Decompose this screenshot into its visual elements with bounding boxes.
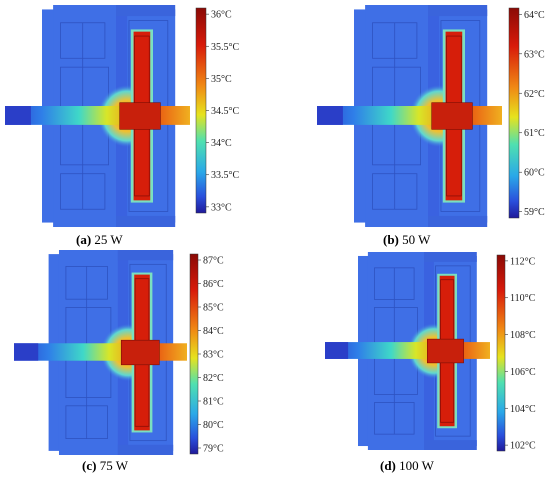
caption-d-text: 100 W — [399, 458, 434, 473]
caption-a-text: 25 W — [94, 232, 123, 247]
colorbar-scale — [189, 253, 199, 455]
colorbar-c: 87°C 86°C 85°C 84°C 83°C 82°C 81°C 80°C 79°C — [189, 253, 224, 455]
colorbar-tick-label: 33°C — [211, 202, 232, 213]
colorbar-tick-label: 59°C — [524, 207, 545, 218]
colorbar-tick-label: 79°C — [203, 444, 224, 455]
panel-c: 87°C 86°C 85°C 84°C 83°C 82°C 81°C 80°C 79°C — [0, 238, 275, 477]
caption-a-letter: (a) — [76, 232, 92, 247]
caption-c-letter: (c) — [82, 458, 97, 473]
colorbar-tick-label: 36°C — [211, 10, 232, 21]
colorbar-tick-label: 82°C — [203, 373, 224, 384]
colorbar-tick-label: 61°C — [524, 128, 545, 139]
shaft — [317, 106, 502, 125]
colorbar-tick-label: 83°C — [203, 350, 224, 361]
caption-c-text: 75 W — [99, 458, 128, 473]
panel-a: 36°C 35.5°C 35°C 34.5°C 34°C 33.5°C 33°C — [0, 0, 275, 238]
colorbar-tick-label: 33.5°C — [211, 170, 239, 181]
colorbar-b: 64°C 63°C 62°C 61°C 60°C 59°C — [508, 7, 545, 219]
colorbar-tick-label: 34.5°C — [211, 106, 239, 117]
caption-b: (b) 50 W — [383, 232, 430, 248]
colorbar-tick-label: 102°C — [510, 441, 536, 452]
colorbar-tick-label: 108°C — [510, 330, 536, 341]
thermal-figure-b: 64°C 63°C 62°C 61°C 60°C 59°C — [317, 5, 545, 227]
shaft-end — [14, 343, 39, 361]
colorbar-tick-label: 35.5°C — [211, 42, 239, 53]
colorbar-tick-label: 80°C — [203, 420, 224, 431]
colorbar-tick-label: 62°C — [524, 89, 545, 100]
colorbar-tick-label: 106°C — [510, 367, 536, 378]
thermal-figure-a: 36°C 35.5°C 35°C 34.5°C 34°C 33.5°C 33°C — [5, 5, 239, 227]
shaft — [5, 106, 190, 125]
colorbar-tick-label: 64°C — [524, 10, 545, 21]
panel-b: 64°C 63°C 62°C 61°C 60°C 59°C — [275, 0, 550, 238]
colorbar-scale — [496, 254, 506, 452]
colorbar-tick-label: 110°C — [510, 293, 536, 304]
colorbar-tick-label: 86°C — [203, 279, 224, 290]
colorbar-tick-label: 112°C — [510, 256, 536, 267]
shaft — [14, 343, 187, 361]
panel-d: 112°C 110°C 108°C 106°C 104°C 102°C — [275, 238, 550, 477]
colorbar-tick-label: 81°C — [203, 397, 224, 408]
rotor-hotspot — [120, 272, 160, 433]
shaft — [325, 342, 490, 359]
colorbar-tick-label: 104°C — [510, 404, 536, 415]
colorbar-a: 36°C 35.5°C 35°C 34.5°C 34°C 33.5°C 33°C — [195, 7, 239, 214]
caption-a: (a) 25 W — [76, 232, 123, 248]
caption-b-text: 50 W — [402, 232, 431, 247]
shaft-end — [5, 106, 31, 125]
thermal-figure-d: 112°C 110°C 108°C 106°C 104°C 102°C — [325, 252, 536, 452]
colorbar-tick-label: 35°C — [211, 74, 232, 85]
thermal-figure-c: 87°C 86°C 85°C 84°C 83°C 82°C 81°C 80°C 79°C — [14, 250, 224, 455]
colorbar-tick-label: 87°C — [203, 256, 224, 267]
caption-d-letter: (d) — [380, 458, 396, 473]
shaft-end — [325, 342, 349, 359]
colorbar-tick-label: 85°C — [203, 303, 224, 314]
rotor-hotspot — [119, 29, 161, 203]
colorbar-tick-label: 84°C — [203, 326, 224, 337]
colorbar-tick-label: 34°C — [211, 138, 232, 149]
caption-c: (c) 75 W — [82, 458, 128, 474]
shaft-end — [317, 106, 343, 125]
rotor-hotspot — [431, 29, 473, 203]
rotor-hotspot — [427, 273, 464, 429]
colorbar-scale — [508, 7, 520, 219]
colorbar-d: 112°C 110°C 108°C 106°C 104°C 102°C — [496, 254, 536, 452]
colorbar-tick-label: 60°C — [524, 168, 545, 179]
colorbar-scale — [195, 7, 207, 214]
caption-b-letter: (b) — [383, 232, 399, 247]
caption-d: (d) 100 W — [380, 458, 434, 474]
colorbar-tick-label: 63°C — [524, 49, 545, 60]
